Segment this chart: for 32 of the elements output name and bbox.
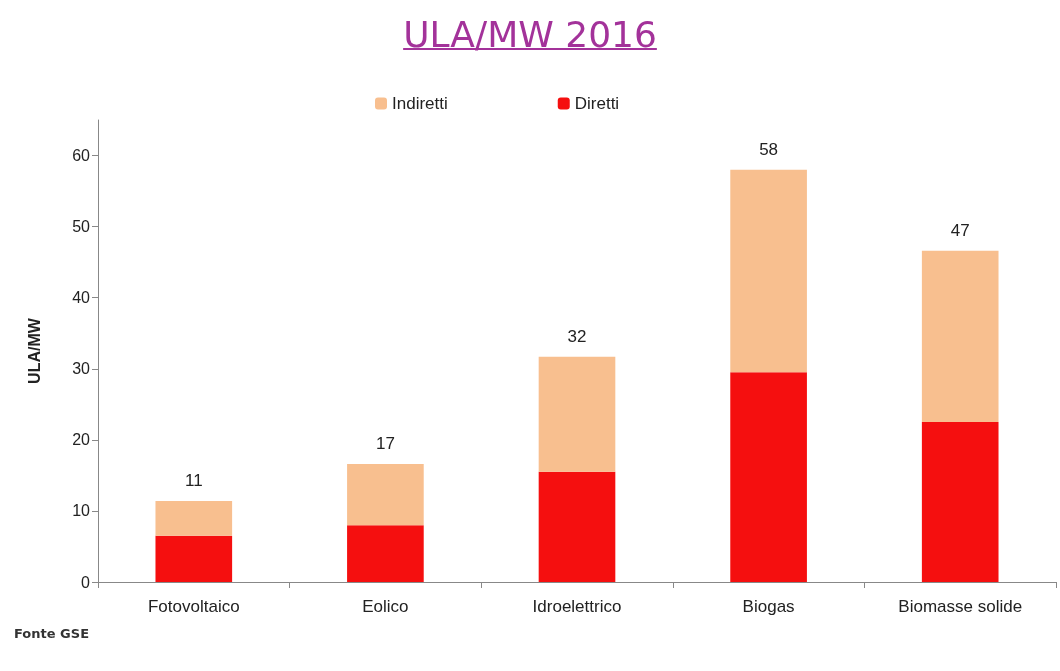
bar <box>921 422 999 582</box>
y-tick-label: 10 <box>72 502 91 520</box>
legend-label: Indiretti <box>392 94 448 113</box>
bar <box>921 250 999 423</box>
bar <box>538 471 616 582</box>
x-tick-label: Eolico <box>362 597 409 616</box>
total-label: 32 <box>567 326 587 346</box>
bar <box>730 372 807 582</box>
x-tick-label: Fotovoltaico <box>147 597 240 616</box>
bar <box>155 535 233 582</box>
y-tick-label: 40 <box>72 289 91 307</box>
x-tick-label: Idroelettrico <box>532 597 622 616</box>
bar <box>347 464 424 526</box>
bar <box>538 356 616 472</box>
y-tick-label: 60 <box>72 147 91 165</box>
y-tick-label: 20 <box>72 431 91 449</box>
y-tick-label: 0 <box>81 573 91 591</box>
chart-title: ULA/MW 2016 <box>402 14 658 55</box>
x-tick-label: Biogas <box>742 597 795 616</box>
bar <box>347 525 424 582</box>
bar <box>155 500 233 536</box>
y-tick-label: 30 <box>72 360 91 378</box>
x-tick-label: Biomasse solide <box>898 597 1023 616</box>
total-label: 58 <box>759 139 779 159</box>
total-label: 11 <box>184 470 203 490</box>
y-axis-title: ULA/MW <box>25 317 43 384</box>
legend-label: Diretti <box>574 94 620 113</box>
source-note: Fonte GSE <box>14 626 90 641</box>
total-label: 47 <box>950 220 970 240</box>
y-tick-label: 50 <box>72 218 91 236</box>
total-label: 17 <box>375 434 395 454</box>
bar <box>730 169 807 373</box>
